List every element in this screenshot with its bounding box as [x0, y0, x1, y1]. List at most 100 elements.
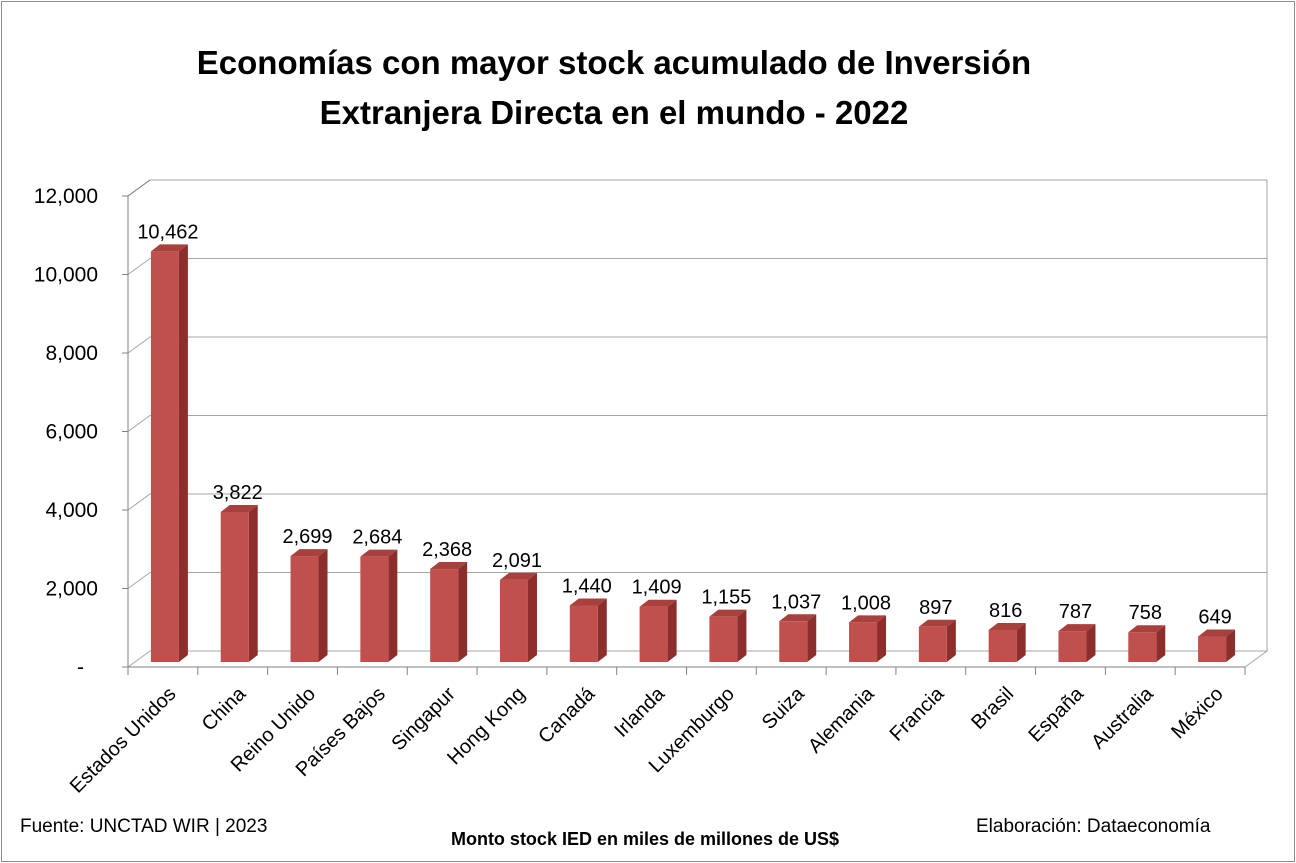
bar — [290, 549, 328, 662]
grid-line — [127, 179, 1267, 197]
data-label: 649 — [1198, 607, 1231, 629]
bar-front — [639, 606, 668, 662]
bar — [1058, 624, 1096, 662]
bar-side — [248, 504, 258, 662]
bar-front — [360, 556, 389, 662]
bar — [220, 504, 258, 662]
x-tick-label: Alemania — [804, 682, 879, 757]
bar-side — [946, 619, 956, 662]
bar-side — [458, 562, 468, 662]
bar-top — [849, 615, 887, 623]
bar-top — [1058, 624, 1096, 632]
y-tick-label: - — [77, 656, 84, 679]
y-tick-label: 10,000 — [34, 264, 98, 287]
bar-side — [597, 598, 607, 662]
data-label: 2,684 — [352, 527, 402, 549]
bar-top — [918, 619, 956, 627]
bar-front — [918, 626, 947, 662]
x-axis-label: Monto stock IED en miles de millones de … — [450, 829, 840, 849]
data-label: 1,440 — [562, 575, 612, 597]
bar-top — [150, 244, 188, 252]
x-tick-label: Australia — [1087, 682, 1158, 753]
bar-top — [220, 504, 258, 512]
y-tick-label: 12,000 — [34, 185, 98, 208]
x-tick-label: Francia — [886, 682, 949, 745]
x-tick-label: Estados Unidos — [66, 683, 181, 798]
bar — [499, 572, 537, 662]
bar — [639, 599, 677, 662]
bar-side — [1226, 629, 1236, 662]
y-tick-label: 8,000 — [45, 342, 98, 365]
data-label: 2,091 — [492, 550, 542, 572]
x-tick-label: España — [1024, 682, 1088, 746]
data-label: 3,822 — [213, 482, 263, 504]
bar — [430, 562, 468, 662]
chart-title-line-2: Extranjera Directa en el mundo - 2022 — [319, 94, 909, 131]
chart-title-line-1: Economías con mayor stock acumulado de I… — [196, 44, 1032, 81]
y-tick-label: 2,000 — [45, 578, 98, 601]
bar — [779, 614, 817, 662]
bar-top — [1128, 625, 1166, 633]
grid-line — [127, 336, 1267, 354]
bar-top — [499, 572, 537, 580]
bar-side — [877, 615, 887, 662]
bar-side — [1156, 625, 1166, 662]
data-label: 2,699 — [283, 526, 333, 548]
y-tick-label: 6,000 — [45, 421, 98, 444]
grid-line — [127, 415, 1267, 432]
bar — [849, 615, 887, 662]
bar-side — [1016, 622, 1026, 662]
grid-line — [127, 572, 1267, 589]
bar-front — [220, 511, 249, 662]
credit-note: Elaboración: Dataeconomía — [976, 816, 1211, 837]
data-label: 787 — [1059, 601, 1092, 623]
x-tick-label: Irlanda — [610, 682, 669, 741]
x-tick-label: Singapur — [388, 683, 460, 755]
bar-top — [290, 549, 328, 557]
data-label: 897 — [919, 597, 952, 619]
bar-side — [667, 599, 677, 662]
bar-top — [360, 549, 398, 557]
bar-front — [988, 629, 1017, 662]
data-label: 1,037 — [771, 591, 821, 613]
grid-line — [127, 493, 1267, 511]
x-tick-label: Brasil — [967, 683, 1018, 734]
chart-title: Economías con mayor stock acumulado de I… — [0, 38, 1228, 138]
bar-top — [639, 599, 677, 607]
bar — [360, 549, 398, 662]
data-label: 10,462 — [137, 221, 198, 243]
bar-side — [1086, 624, 1096, 662]
bar-top — [430, 562, 468, 570]
bar-front — [430, 569, 459, 662]
bar-front — [150, 251, 179, 662]
bars — [150, 244, 1236, 662]
data-label: 758 — [1129, 602, 1162, 624]
bar-top — [569, 598, 607, 606]
labels: - 2,000 4,000 6,000 8,000 10,000 12,000 10,462 E… — [34, 185, 1232, 798]
bar-side — [737, 609, 747, 662]
bar-side — [807, 614, 817, 662]
bar-side — [178, 244, 188, 662]
data-label: 1,409 — [632, 577, 682, 599]
x-tick-label: Canadá — [534, 682, 600, 748]
bar — [1198, 629, 1236, 662]
bar-front — [499, 579, 528, 662]
bar-top — [709, 609, 747, 617]
bar — [709, 609, 747, 662]
bar-top — [988, 622, 1026, 630]
bar-front — [709, 616, 738, 662]
data-label: 1,008 — [841, 592, 891, 614]
bar-side — [318, 549, 328, 662]
bar — [150, 244, 188, 662]
bar-front — [849, 622, 878, 662]
source-note: Fuente: UNCTAD WIR | 2023 — [20, 816, 268, 837]
bar-front — [1198, 636, 1227, 662]
x-tick-label: Suiza — [758, 682, 810, 734]
data-label: 1,155 — [701, 587, 751, 609]
bar-front — [1058, 631, 1087, 662]
x-tick-label: China — [198, 682, 251, 735]
bar-front — [569, 605, 598, 662]
y-tick-label: 4,000 — [45, 499, 98, 522]
y-axis-line — [127, 179, 151, 667]
bar-top — [1198, 629, 1236, 637]
